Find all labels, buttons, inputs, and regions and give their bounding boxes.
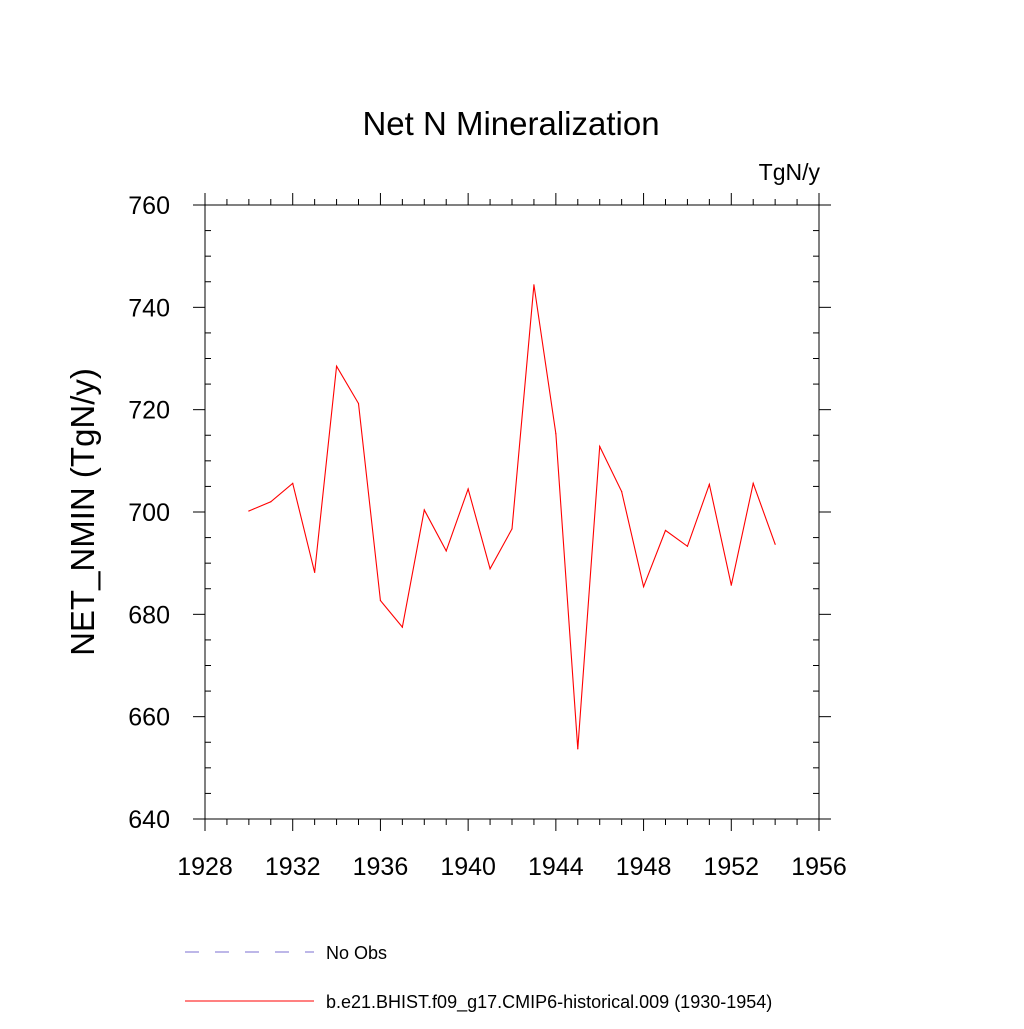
- plot-frame: [204, 204, 820, 820]
- legend-label: No Obs: [326, 943, 387, 963]
- y-axis: 640 660 680 700 720 740 760: [128, 192, 831, 834]
- x-tick-label: 1932: [265, 853, 321, 881]
- x-tick-label: 1948: [616, 853, 672, 881]
- chart-title: Net N Mineralization: [362, 105, 659, 142]
- data-point: [730, 584, 732, 586]
- y-tick-label: 660: [128, 704, 170, 732]
- x-tick-label: 1940: [440, 853, 496, 881]
- y-tick-label: 740: [128, 294, 170, 322]
- y-tick-label: 720: [128, 397, 170, 425]
- data-point: [752, 482, 754, 484]
- y-axis-label: NET_NMIN (TgN/y): [64, 368, 101, 656]
- data-point: [708, 483, 710, 485]
- data-point: [664, 529, 667, 532]
- y-tick-label: 700: [128, 499, 170, 527]
- data-point: [292, 482, 294, 484]
- data-point: [577, 748, 579, 750]
- data-point: [357, 402, 360, 405]
- series-layer: [248, 284, 776, 750]
- data-point: [533, 284, 535, 286]
- data-point: [248, 510, 250, 512]
- data-point: [401, 626, 403, 628]
- data-point: [423, 509, 425, 511]
- data-point: [599, 445, 601, 448]
- x-tick-label: 1956: [791, 853, 847, 881]
- data-point: [335, 365, 338, 367]
- series-line-0: [248, 284, 776, 749]
- data-point: [642, 586, 645, 588]
- data-point: [489, 568, 491, 570]
- legend: No Obs b.e21.BHIST.f09_g17.CMIP6-historic…: [185, 943, 772, 1013]
- y-tick-label: 680: [128, 601, 170, 629]
- data-point: [467, 488, 469, 490]
- y-tick-label: 760: [128, 192, 170, 220]
- data-point: [270, 501, 272, 503]
- x-tick-label: 1944: [528, 853, 584, 881]
- x-axis: 1928 1932 1936 1940 1944 1948 1952 1956: [177, 193, 847, 881]
- data-point: [314, 571, 316, 573]
- data-point: [774, 543, 776, 545]
- data-point: [686, 545, 689, 547]
- x-tick-label: 1928: [177, 853, 233, 881]
- y-tick-label: 640: [128, 806, 170, 834]
- legend-label: b.e21.BHIST.f09_g17.CMIP6-historical.009…: [326, 992, 772, 1013]
- x-tick-label: 1936: [353, 853, 409, 881]
- data-point: [621, 490, 623, 493]
- data-point: [555, 433, 557, 435]
- x-tick-label: 1952: [703, 853, 759, 881]
- data-point: [445, 550, 447, 552]
- units-label: TgN/y: [759, 159, 821, 185]
- data-point: [379, 599, 382, 602]
- data-point: [511, 528, 513, 530]
